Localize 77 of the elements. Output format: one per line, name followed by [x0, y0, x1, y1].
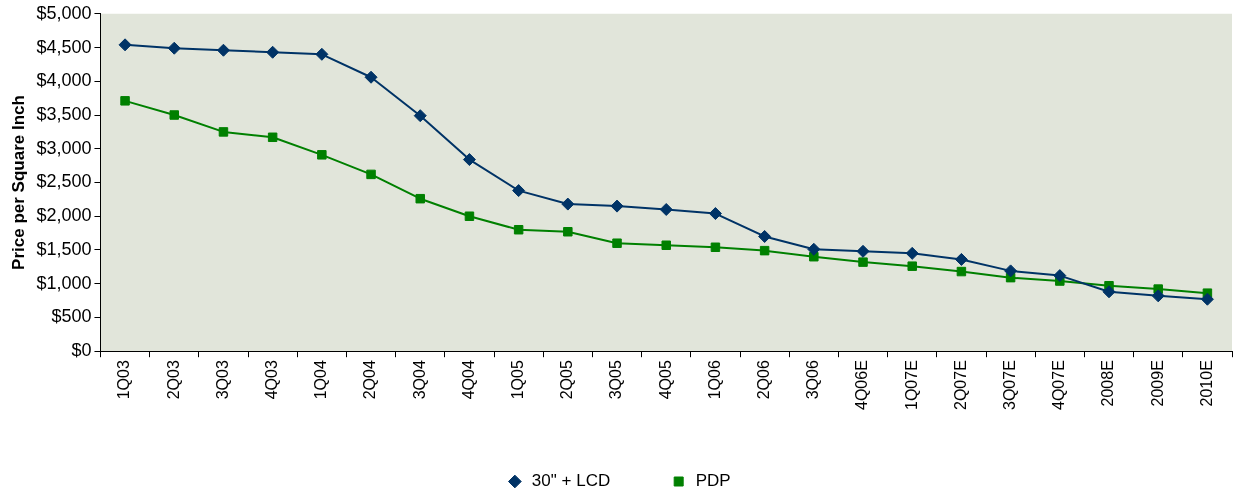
x-tick-label: 3Q06 — [804, 360, 822, 400]
point — [856, 244, 870, 258]
x-tick-label: 4Q03 — [263, 360, 281, 400]
x-tick-label: 1Q04 — [312, 360, 330, 400]
point — [708, 207, 722, 221]
point — [759, 245, 770, 256]
point — [858, 257, 868, 267]
point — [167, 41, 181, 55]
point — [610, 199, 624, 213]
x-tick-label: 2Q07E — [951, 360, 969, 410]
point — [661, 240, 671, 250]
point — [512, 184, 526, 198]
x-tick-label: 4Q05 — [656, 360, 674, 400]
x-tick-label: 2Q06 — [755, 360, 773, 400]
point — [317, 150, 327, 160]
point — [118, 38, 132, 52]
x-tick-label: 2010E — [1197, 360, 1215, 407]
point — [1004, 264, 1018, 278]
x-tick-label: 3Q07E — [1001, 360, 1019, 410]
point — [1200, 292, 1214, 306]
point — [464, 211, 475, 221]
x-tick-label: 2Q03 — [164, 360, 182, 400]
y-axis-title: Price per Square Inch — [8, 95, 28, 270]
x-tick-label: 2Q05 — [558, 360, 576, 400]
x-tick-label: 3Q05 — [607, 360, 625, 400]
point — [1102, 285, 1116, 299]
point — [956, 266, 967, 277]
y-tick-label: $4,000 — [36, 70, 92, 91]
point — [413, 109, 427, 123]
point — [710, 242, 721, 253]
point — [169, 110, 179, 120]
legend-label: 30" + LCD — [531, 471, 611, 491]
y-tick-label: $1,000 — [36, 272, 92, 293]
point — [462, 153, 476, 167]
y-tick-label: $5,000 — [36, 2, 92, 23]
x-tick-label: 1Q06 — [705, 360, 723, 400]
point — [659, 202, 673, 216]
x-tick-label: 1Q07E — [902, 360, 920, 410]
x-tick-label: 4Q07E — [1050, 360, 1068, 410]
point — [807, 242, 821, 256]
point — [1151, 289, 1165, 303]
y-tick-label: $500 — [51, 306, 92, 327]
x-tick-label: 3Q04 — [410, 360, 428, 400]
point — [216, 43, 230, 57]
point — [954, 252, 968, 266]
y-tick-label: $2,000 — [36, 205, 92, 226]
y-tick-label: $4,500 — [36, 36, 92, 57]
x-tick-label: 1Q05 — [509, 360, 527, 400]
point — [315, 47, 329, 61]
point — [366, 169, 376, 180]
point — [266, 45, 280, 59]
point — [513, 224, 524, 235]
point — [905, 246, 919, 260]
x-tick-label: 4Q06E — [853, 360, 871, 410]
point — [1053, 269, 1067, 283]
point — [758, 229, 772, 243]
x-tick-label: 2008E — [1099, 360, 1117, 407]
x-tick-label: 1Q03 — [115, 360, 133, 400]
x-tick-label: 4Q04 — [459, 360, 477, 400]
point — [364, 70, 378, 84]
y-tick-label: $0 — [71, 340, 92, 361]
legend-label: PDP — [695, 471, 731, 491]
x-tick-label: 3Q03 — [213, 360, 231, 400]
y-tick-label: $3,000 — [36, 137, 92, 158]
point — [415, 193, 425, 204]
point — [267, 132, 278, 143]
point — [907, 261, 917, 271]
point — [563, 227, 573, 237]
y-tick-label: $2,500 — [36, 171, 92, 192]
point — [612, 238, 622, 248]
y-tick-label: $1,500 — [36, 238, 92, 259]
point — [218, 127, 229, 137]
x-tick-label: 2Q04 — [361, 360, 379, 400]
point — [561, 197, 575, 211]
x-tick-label: 2009E — [1148, 360, 1166, 407]
y-tick-label: $3,500 — [36, 103, 92, 124]
point — [120, 96, 130, 106]
